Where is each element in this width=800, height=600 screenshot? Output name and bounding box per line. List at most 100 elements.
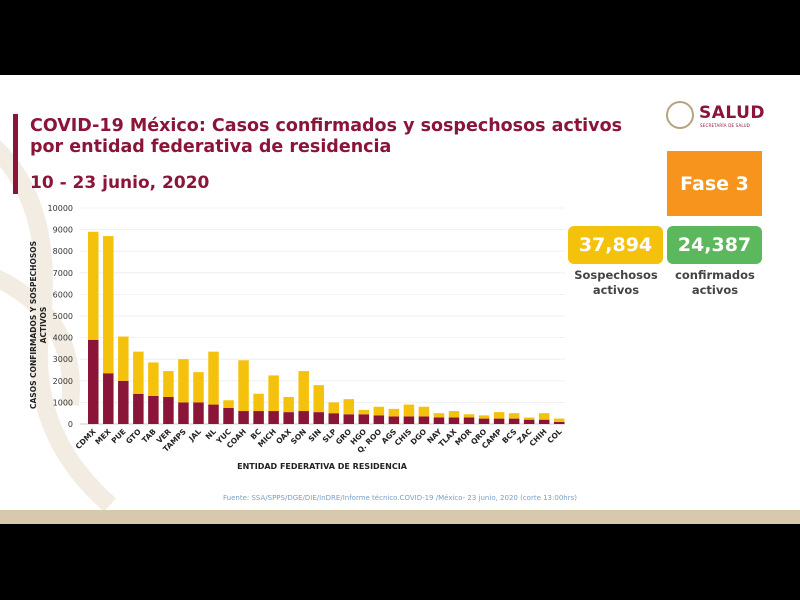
bar-suspected [283,397,294,413]
bar-suspected [523,417,535,420]
bar-confirmed [238,411,249,424]
bar-suspected [118,336,129,381]
bar-suspected [373,406,385,416]
y-tick-label: 0 [68,420,73,429]
bar-suspected [358,409,370,415]
x-tick-label: SIN [307,427,324,444]
y-tick-label: 10000 [48,204,73,213]
bar-suspected [328,402,339,414]
phase-badge: Fase 3 [667,151,762,216]
bar-confirmed [433,417,445,424]
bar-suspected [133,351,144,394]
bar-suspected [493,412,505,419]
y-tick-label: 1000 [53,398,73,407]
confirmed-count: 24,387 [667,226,762,264]
slide [0,75,800,524]
confirmed-label-line2: activos [691,283,739,297]
y-tick-label: 4000 [53,334,73,343]
x-tick-label: SON [289,427,308,446]
bar-confirmed [103,373,114,424]
bar-suspected [313,385,324,413]
bar-suspected [448,411,460,418]
x-tick-label: BCS [500,427,518,445]
x-tick-label: COL [545,427,563,445]
x-tick-label: MEX [93,427,113,447]
x-tick-label: CHIS [393,427,413,447]
suspected-label-line1: Sospechosos [574,268,658,282]
bar-suspected [238,360,249,412]
bar-suspected [88,231,99,340]
bar-suspected [463,414,475,418]
bar-confirmed [463,417,475,424]
bar-confirmed [193,402,204,424]
bar-suspected [508,413,520,419]
bar-confirmed [538,419,550,424]
confirmed-label-line1: confirmados [675,268,755,282]
page-title-line1: COVID-19 México: Casos confirmados y sos… [30,116,623,136]
suspected-label: Sospechosos activos [566,268,666,298]
bar-confirmed [208,404,219,424]
x-tick-label: GTO [124,427,143,446]
bar-suspected [163,371,174,397]
bar-suspected [343,399,355,415]
x-tick-label: DGO [409,427,429,447]
bar-confirmed [133,393,144,424]
bar-confirmed [268,411,279,424]
bar-suspected [403,404,415,417]
bar-confirmed [253,411,264,424]
bar-confirmed [313,412,324,424]
x-tick-label: MOR [453,427,473,447]
y-tick-label: 3000 [53,355,73,364]
y-tick-label: 7000 [53,269,73,278]
bar-confirmed [328,413,339,424]
date-range: 10 - 23 junio, 2020 [30,173,210,193]
bar-suspected [223,400,234,408]
bar-suspected [268,375,279,412]
y-tick-label: 6000 [53,290,73,299]
salud-logo: SALUD SECRETARÍA DE SALUD [666,101,766,135]
bar-confirmed [388,416,400,424]
bar-confirmed [418,416,430,424]
bar-suspected [388,408,400,417]
y-tick-label: 5000 [53,312,73,321]
bar-suspected [298,371,309,412]
y-tick-label: 2000 [53,377,73,386]
suspected-label-line2: activos [592,283,640,297]
bar-confirmed [478,418,490,424]
bar-confirmed [148,395,159,424]
footer-band [0,510,800,524]
bar-confirmed [223,407,234,424]
page-title-line2: por entidad federativa de residencia [30,137,392,157]
bar-suspected [148,362,159,396]
logo-name: SALUD [699,103,766,123]
bar-confirmed [493,418,505,424]
x-tick-label: OAX [274,427,293,446]
bar-confirmed [178,402,189,424]
y-axis-label: CASOS CONFIRMADOS Y SOSPECHOSOSACTIVOS [29,241,48,409]
bar-suspected [178,359,189,403]
bar-confirmed [163,397,174,424]
bar-confirmed [403,416,415,424]
bar-confirmed [88,339,99,424]
bar-confirmed [298,411,309,424]
confirmed-label: confirmados activos [665,268,765,298]
bar-confirmed [358,414,370,424]
bar-confirmed [553,421,565,424]
bar-suspected [538,413,550,420]
y-tick-label: 8000 [53,247,73,256]
bar-confirmed [373,415,385,424]
bar-suspected [253,393,264,412]
bar-confirmed [523,419,535,424]
bar-suspected [418,406,430,417]
bar-confirmed [508,418,520,424]
bar-suspected [103,236,114,374]
accent-bar [13,114,18,194]
suspected-count: 37,894 [568,226,663,264]
background-watermark [0,140,116,512]
bar-suspected [433,413,445,418]
x-tick-label: JAL [186,427,203,444]
bar-confirmed [118,380,129,424]
bar-suspected [193,372,204,403]
x-tick-label: PUE [110,427,128,445]
